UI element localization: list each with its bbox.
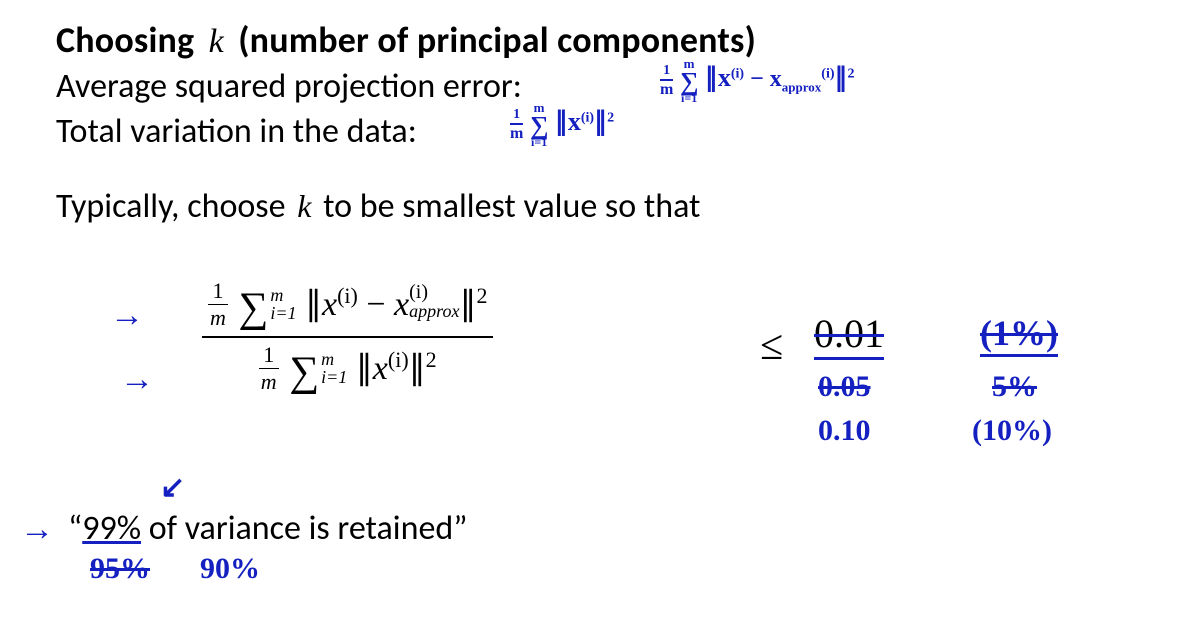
threshold-1pct: (1%) — [980, 312, 1058, 357]
norm-open-top: ∥ — [305, 286, 322, 323]
slide-title: Choosing k (number of principal componen… — [56, 18, 1149, 62]
sigma-icon: ∑ — [680, 70, 699, 93]
hand-norm-open-1: ∥x — [705, 63, 731, 92]
x-sup-i-bot: (i) — [388, 347, 409, 372]
hand-sum-bot-1: i=1 — [680, 93, 699, 104]
sigma-sub-i-top: i=1 — [270, 304, 296, 322]
hand-norm-close-1: ∥ — [835, 63, 848, 92]
variance-ratio-formula: 1 m ∑mi=1 ∥x(i) − x(i)approx∥2 1 m ∑mi=1… — [202, 280, 493, 396]
quote-open: “ — [68, 508, 82, 549]
xapprox-sup-i: (i) — [409, 282, 459, 302]
x-sup-i-top: (i) — [337, 283, 358, 308]
typically-prefix: Typically, choose — [56, 186, 286, 227]
retained-pct: 99% — [82, 508, 141, 549]
typically-variable-k: k — [293, 188, 315, 224]
threshold-10pct: (10%) — [972, 414, 1052, 448]
title-suffix: (number of principal components) — [238, 18, 756, 62]
num-m-bot: m — [259, 368, 279, 393]
hand-frac-bot-2: m — [510, 123, 523, 142]
hand-formula-total-variation: 1 m m ∑ i=1 ∥x(i)∥2 — [510, 102, 614, 148]
norm-close-top: ∥ — [459, 286, 476, 323]
hand-sq-2: 2 — [607, 111, 614, 126]
xapprox-sub: approx — [409, 302, 459, 320]
arrow-downleft-icon: ↙ — [160, 470, 185, 505]
ratio-denominator: 1 m ∑mi=1 ∥x(i)∥2 — [202, 336, 493, 396]
hand-frac-top-1: 1 — [660, 64, 673, 79]
num-one-top: 1 — [208, 280, 228, 304]
minus-top: − — [358, 286, 394, 323]
variance-retained-statement: “99% of variance is retained” — [68, 508, 468, 549]
threshold-001: 0.01 — [814, 310, 884, 360]
sigma-sub-i-bot: i=1 — [321, 368, 347, 386]
threshold-010: 0.10 — [818, 414, 871, 448]
x-top: x — [322, 286, 337, 323]
threshold-005: 0.05 — [818, 370, 871, 404]
hand-sup-i-1: (i) — [731, 67, 744, 82]
ratio-numerator: 1 m ∑mi=1 ∥x(i) − x(i)approx∥2 — [202, 280, 493, 336]
num-m-top: m — [208, 304, 228, 329]
retained-rest: of variance is retained” — [141, 508, 467, 549]
line-typically: Typically, choose k to be smallest value… — [56, 186, 1149, 227]
hand-formula-proj-error: 1 m m ∑ i=1 ∥x(i) − xapprox(i)∥2 — [660, 58, 855, 104]
hand-sq-1: 2 — [848, 67, 855, 82]
title-variable-k: k — [203, 23, 230, 60]
leq-sign: ≤ — [760, 322, 783, 370]
line-avg-sq-proj-error: Average squared projection error: — [56, 66, 1149, 107]
title-prefix: Choosing — [56, 18, 194, 62]
hand-approx-sub: approx — [782, 79, 822, 94]
num-one-bot: 1 — [259, 344, 279, 368]
sigma-icon: ∑ — [287, 348, 321, 396]
norm-close-bot: ∥ — [409, 350, 426, 387]
hand-norm-open-2: ∥x — [555, 107, 581, 136]
norm-sq-bot: 2 — [426, 347, 437, 372]
xapprox: x — [394, 286, 409, 323]
hand-minus: − x — [744, 66, 782, 92]
sigma-sup-m-bot: m — [321, 350, 347, 368]
arrow-right-icon: → — [110, 296, 144, 335]
norm-sq-top: 2 — [476, 283, 487, 308]
alt-90pct: 90% — [200, 552, 260, 586]
hand-sup-i-3: (i) — [581, 111, 594, 126]
sigma-icon: ∑ — [236, 284, 270, 332]
hand-frac-top-2: 1 — [510, 108, 523, 123]
alt-95pct: 95% — [90, 552, 150, 586]
hand-sum-bot-2: i=1 — [530, 137, 549, 148]
hand-norm-close-2: ∥ — [594, 107, 607, 136]
threshold-5pct: 5% — [992, 370, 1037, 404]
typically-suffix: to be smallest value so that — [323, 186, 700, 227]
x-bot: x — [373, 350, 388, 387]
hand-sup-i-2: (i) — [821, 67, 834, 82]
norm-open-bot: ∥ — [356, 350, 373, 387]
hand-frac-bot-1: m — [660, 79, 673, 98]
sigma-icon: ∑ — [530, 114, 549, 137]
arrow-right-icon: → — [20, 510, 54, 549]
sigma-sup-m-top: m — [270, 286, 296, 304]
arrow-right-icon: → — [120, 360, 154, 399]
